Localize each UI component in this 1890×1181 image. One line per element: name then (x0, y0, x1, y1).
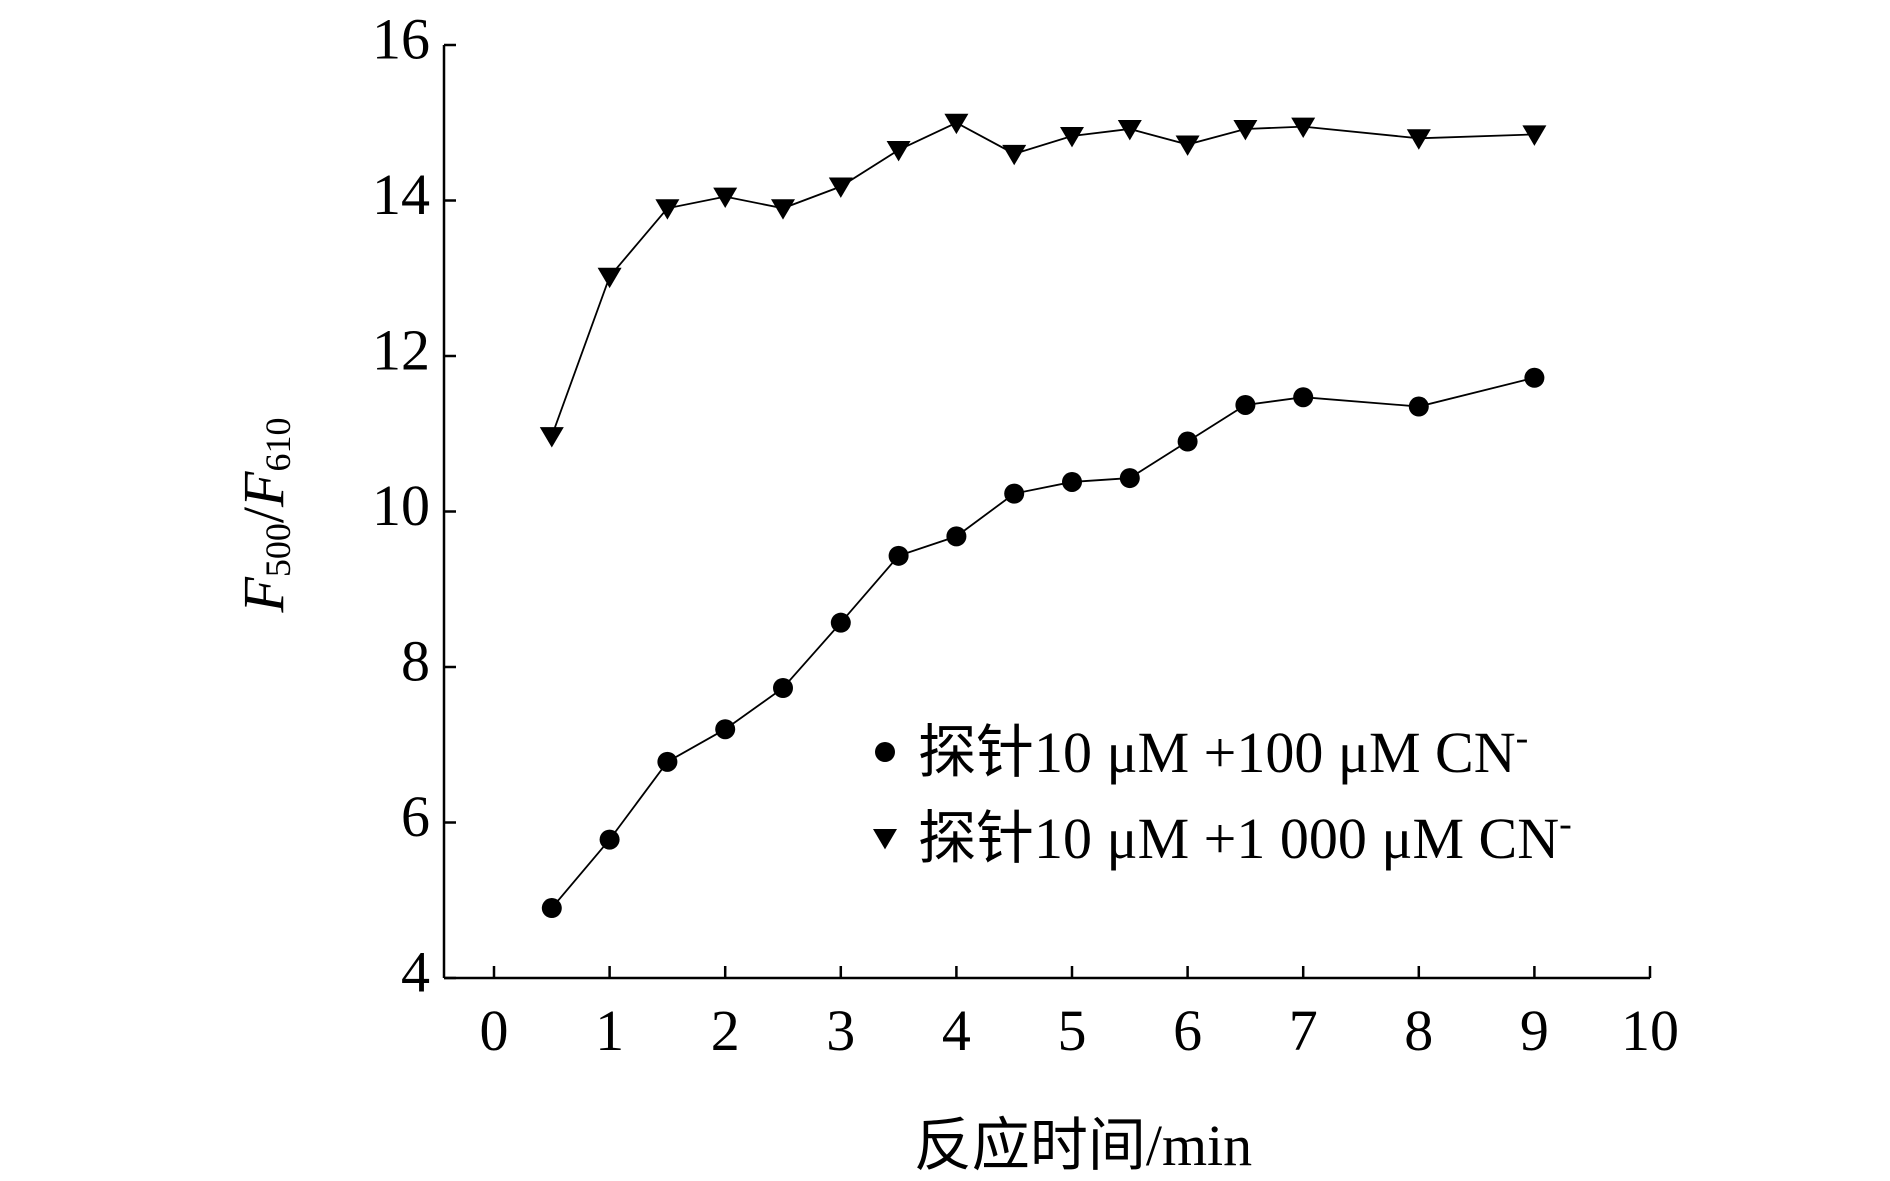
data-point (1062, 471, 1082, 492)
legend-label: 探针10 μM +100 μM CN- (918, 717, 1528, 785)
data-point (1522, 125, 1547, 146)
x-tick-label: 4 (942, 998, 971, 1063)
data-point (944, 113, 969, 135)
y-axis-title-part: / (231, 506, 296, 523)
data-point (1235, 394, 1256, 415)
data-point (657, 751, 678, 772)
legend-marker (875, 742, 895, 762)
series-2 (539, 113, 1547, 448)
data-point (1524, 367, 1545, 388)
data-point (599, 829, 620, 850)
legend-item: 探针10 μM +100 μM CN- (875, 717, 1528, 785)
y-axis-title: F500/F610 (231, 418, 298, 614)
data-point (1291, 117, 1316, 139)
series-1 (541, 367, 1545, 919)
legend-label-text: 探针10 μM +1 000 μM CN (918, 806, 1559, 871)
y-tick-label: 6 (401, 784, 430, 849)
y-ticks: 4 6 8 10 12 14 16 (372, 6, 456, 1004)
data-point (946, 526, 967, 547)
data-point (886, 140, 911, 162)
data-point (1004, 483, 1025, 504)
y-tick-label: 4 (401, 939, 430, 1004)
legend-item: 探针10 μM +1 000 μM CN- (873, 803, 1572, 871)
series-layer (539, 113, 1547, 919)
data-point (597, 267, 622, 289)
data-point (888, 545, 909, 566)
legend-label-sup: - (1559, 803, 1572, 845)
x-tick-label: 6 (1173, 998, 1202, 1063)
x-ticks: 0 1 2 3 4 5 6 7 8 9 10 (480, 966, 1679, 1063)
y-axis-title-part: F (231, 471, 296, 508)
data-point (828, 177, 853, 198)
y-tick-label: 10 (372, 473, 430, 538)
x-axis-title: 反应时间/min (914, 1113, 1252, 1178)
data-point (1233, 119, 1258, 141)
y-axis-title-sub: 610 (258, 418, 298, 472)
x-tick-label: 2 (711, 998, 740, 1063)
data-point (773, 677, 793, 698)
x-tick-label: 5 (1058, 998, 1087, 1063)
data-point (539, 427, 564, 448)
data-point (1119, 468, 1140, 489)
x-tick-label: 7 (1289, 998, 1318, 1063)
data-point (1177, 431, 1198, 452)
data-point (1002, 144, 1027, 166)
data-point (1408, 396, 1429, 417)
legend-label-sup: - (1516, 717, 1529, 759)
data-point (1406, 129, 1431, 150)
x-tick-label: 3 (826, 998, 855, 1063)
y-tick-label: 16 (372, 6, 430, 71)
y-axis-title-part: F (231, 577, 296, 614)
x-tick-label: 1 (595, 998, 624, 1063)
y-tick-label: 12 (372, 317, 430, 382)
data-point (830, 612, 851, 633)
legend-label-text: 探针10 μM +100 μM CN (918, 720, 1516, 785)
data-point (541, 898, 562, 919)
data-point (655, 199, 680, 220)
legend-label: 探针10 μM +1 000 μM CN- (918, 803, 1572, 871)
x-tick-label: 10 (1621, 998, 1679, 1063)
data-point (1060, 126, 1084, 148)
y-axis-title-sub: 500 (258, 523, 298, 577)
y-tick-label: 8 (401, 628, 430, 693)
series-line (550, 121, 1535, 437)
y-tick-label: 14 (372, 162, 430, 227)
x-tick-label: 8 (1404, 998, 1433, 1063)
data-point (713, 187, 738, 209)
data-point (1293, 387, 1314, 408)
x-tick-label: 0 (480, 998, 509, 1063)
data-point (1175, 135, 1200, 156)
legend-marker (873, 829, 897, 850)
data-point (771, 199, 795, 220)
data-point (715, 719, 736, 740)
data-point (1117, 119, 1142, 141)
series-line (551, 376, 1535, 909)
x-tick-label: 9 (1520, 998, 1549, 1063)
legend: 探针10 μM +100 μM CN-探针10 μM +1 000 μM CN- (873, 717, 1572, 871)
